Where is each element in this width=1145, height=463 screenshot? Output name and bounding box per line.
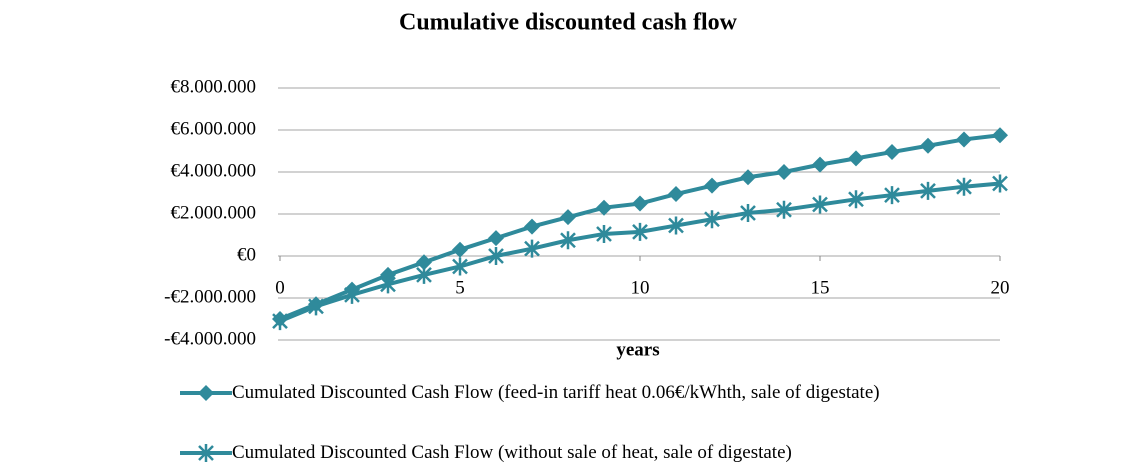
point xyxy=(416,254,432,271)
point xyxy=(848,150,864,167)
x-tick-label: 5 xyxy=(455,277,465,298)
point xyxy=(812,195,828,214)
point xyxy=(956,131,972,148)
point xyxy=(992,174,1008,193)
point xyxy=(596,224,612,243)
y-tick-label: €4.000.000 xyxy=(171,160,257,181)
point xyxy=(884,186,900,205)
legend-marker xyxy=(198,444,214,462)
x-tick-label: 0 xyxy=(275,277,285,298)
y-tick-label: €6.000.000 xyxy=(171,118,257,139)
point xyxy=(776,200,792,219)
chart-title: Cumulative discounted cash flow xyxy=(399,10,738,36)
x-tick-label: 15 xyxy=(811,277,830,298)
point xyxy=(344,285,360,304)
point xyxy=(308,297,324,316)
point xyxy=(704,210,720,229)
point xyxy=(524,239,540,258)
point xyxy=(848,190,864,209)
point xyxy=(524,218,540,235)
point xyxy=(884,144,900,161)
point xyxy=(272,312,288,331)
point xyxy=(776,164,792,180)
point xyxy=(560,231,576,250)
y-tick-label: €2.000.000 xyxy=(171,202,257,223)
point xyxy=(560,209,576,226)
legend-label: Cumulated Discounted Cash Flow (feed-in … xyxy=(232,382,880,403)
x-tick-label: 20 xyxy=(991,277,1010,298)
point xyxy=(740,169,756,186)
point xyxy=(452,241,468,258)
point xyxy=(632,195,648,212)
point xyxy=(920,137,936,154)
x-axis-label: years xyxy=(616,339,659,360)
point xyxy=(632,222,648,241)
point xyxy=(596,199,612,216)
x-tick-label: 10 xyxy=(631,277,650,298)
y-tick-label: -€2.000.000 xyxy=(164,286,256,307)
legend-marker xyxy=(198,385,214,401)
point xyxy=(416,265,432,284)
y-tick-label: €0 xyxy=(237,244,256,265)
point xyxy=(668,186,684,203)
point xyxy=(704,177,720,194)
point xyxy=(668,216,684,235)
y-tick-label: €8.000.000 xyxy=(171,76,257,97)
legend-label: Cumulated Discounted Cash Flow (without … xyxy=(232,442,792,463)
point xyxy=(452,257,468,276)
point xyxy=(812,156,828,173)
point xyxy=(920,181,936,200)
point xyxy=(740,203,756,222)
point xyxy=(992,127,1008,144)
point xyxy=(380,275,396,294)
point xyxy=(956,177,972,196)
point xyxy=(488,230,504,247)
y-tick-label: -€4.000.000 xyxy=(164,328,256,349)
point xyxy=(488,247,504,265)
